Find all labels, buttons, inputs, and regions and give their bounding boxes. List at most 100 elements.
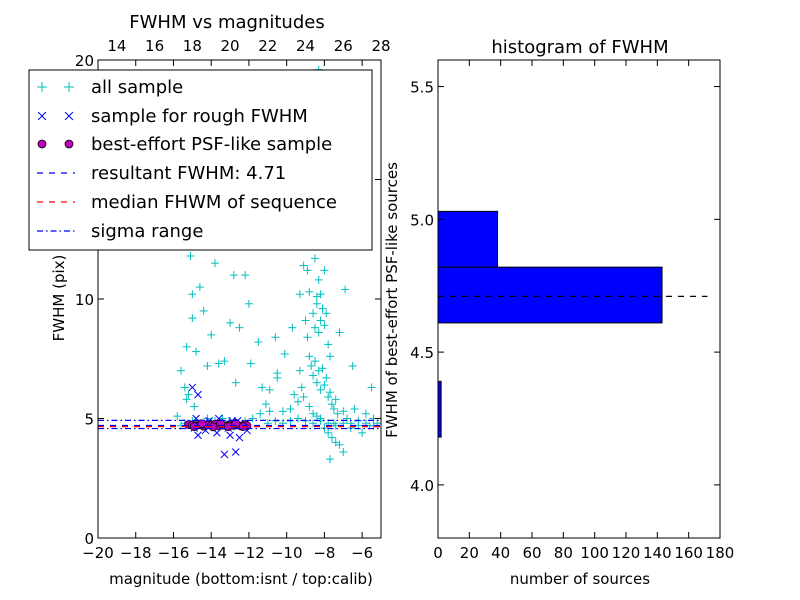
all-sample-point: [229, 271, 238, 280]
top-tick-label: 14: [107, 37, 126, 55]
all-sample-point: [186, 251, 195, 260]
all-sample-point: [273, 369, 282, 378]
rough-sample-point: [194, 431, 202, 440]
legend-entry-all-sample: all sample: [37, 77, 183, 98]
all-sample-point: [258, 383, 267, 392]
all-sample-point: [327, 400, 336, 409]
all-sample-point: [192, 347, 201, 356]
all-sample-point: [310, 323, 319, 332]
all-sample-point: [333, 409, 342, 418]
scatter-legend: all sample sample for rough FWHM best-ef…: [28, 69, 373, 251]
scatter-title: FWHM vs magnitudes: [129, 12, 324, 33]
y-tick-label: 5.5: [410, 79, 434, 97]
x-tick-label: 120: [612, 544, 641, 562]
x-tick-label: 60: [522, 544, 541, 562]
all-sample-point: [290, 390, 299, 399]
top-tick-label: 18: [183, 37, 202, 55]
rough-sample-point: [188, 383, 197, 392]
x-tick-label: −12: [233, 544, 265, 562]
all-sample-point: [322, 309, 331, 318]
all-sample-point: [254, 338, 263, 347]
x-tick-label: 140: [643, 544, 672, 562]
all-sample-point: [177, 366, 186, 375]
rough-sample-point: [226, 431, 234, 440]
all-sample-point: [280, 349, 289, 358]
histogram-bar: [437, 266, 663, 324]
all-sample-point: [305, 402, 314, 411]
rough-sample-point: [235, 433, 244, 442]
scatter-x-axis-label: magnitude (bottom:isnt / top:calib): [109, 570, 373, 588]
all-sample-point: [299, 261, 308, 270]
histogram-bars: [437, 210, 663, 438]
all-sample-point: [231, 378, 240, 387]
all-sample-point: [203, 361, 212, 370]
x-tick-label: −14: [195, 544, 227, 562]
all-sample-point: [303, 266, 312, 275]
all-sample-point: [305, 352, 314, 361]
x-tick-label: 160: [674, 544, 703, 562]
top-tick-label: 22: [258, 37, 277, 55]
all-sample-point: [195, 283, 204, 292]
legend-entry-median-fwhm: median FHWM of sequence: [37, 192, 337, 213]
x-tick-label: 100: [580, 544, 609, 562]
histogram-x-ticks: 0 20 40 60 80 100 120 140 160 180: [433, 60, 734, 562]
all-sample-point: [307, 361, 316, 370]
all-sample-point: [241, 271, 250, 280]
all-sample-point: [361, 409, 370, 418]
all-sample-point: [341, 285, 350, 294]
y-tick-label: 5: [84, 411, 94, 429]
y-tick-label: 10: [75, 291, 94, 309]
all-sample-point: [318, 304, 327, 313]
top-tick-label: 28: [371, 37, 390, 55]
legend-marker-plus: [37, 82, 74, 92]
legend-label: sigma range: [91, 221, 203, 242]
all-sample-point: [335, 440, 344, 449]
all-sample-point: [210, 259, 219, 268]
all-sample-point: [286, 404, 295, 413]
y-tick-label: 0: [84, 530, 94, 548]
all-sample-point: [180, 383, 189, 392]
all-sample-point: [199, 306, 208, 315]
legend-label: all sample: [91, 77, 183, 98]
scatter-panel: −20 −18 −16 −14 −12 −10 −8 −6 14 16 18 20 22 24 26 28 …: [28, 12, 391, 588]
legend-entry-sigma-range: sigma range: [37, 221, 203, 242]
rough-sample-point: [231, 448, 240, 456]
legend-label: median FHWM of sequence: [91, 192, 337, 213]
rough-sample-point: [220, 450, 229, 459]
all-sample-point: [261, 400, 270, 409]
x-tick-label: −20: [82, 544, 114, 562]
scatter-x-ticks: −20 −18 −16 −14 −12 −10 −8 −6: [82, 60, 373, 562]
legend-entry-psf-sample: best-effort PSF-like sample: [37, 134, 332, 155]
legend-label: resultant FWHM: 4.71: [91, 163, 286, 184]
y-tick-label: 4.5: [410, 344, 434, 362]
all-sample-point: [339, 407, 348, 416]
all-sample-point: [327, 433, 336, 442]
all-sample-point: [182, 342, 191, 351]
all-sample-point: [297, 383, 306, 392]
all-sample-point: [188, 290, 197, 299]
all-sample-point: [320, 266, 329, 275]
all-sample-point: [348, 361, 357, 370]
x-tick-label: −10: [271, 544, 303, 562]
x-tick-label: −8: [313, 544, 335, 562]
x-tick-label: 20: [460, 544, 479, 562]
histogram-y-axis-label: FWHM of best-effort PSF-like sources: [383, 162, 401, 438]
all-sample-point: [310, 254, 319, 263]
all-sample-point: [184, 390, 193, 399]
top-tick-label: 26: [334, 37, 353, 55]
all-sample-point: [188, 314, 197, 323]
all-sample-point: [226, 318, 235, 327]
y-tick-label: 4.0: [410, 477, 434, 495]
all-sample-point: [248, 414, 257, 423]
all-sample-point: [207, 330, 216, 339]
histogram-x-axis-label: number of sources: [510, 570, 650, 588]
all-sample-point: [326, 455, 335, 464]
all-sample-point: [309, 371, 318, 380]
legend-marker-circle: [37, 139, 74, 149]
all-sample-point: [335, 328, 344, 337]
all-sample-point: [312, 378, 321, 387]
all-sample-point: [320, 381, 329, 390]
x-tick-label: 40: [491, 544, 510, 562]
scatter-y-ticks: 0 5 10 20: [75, 52, 381, 548]
